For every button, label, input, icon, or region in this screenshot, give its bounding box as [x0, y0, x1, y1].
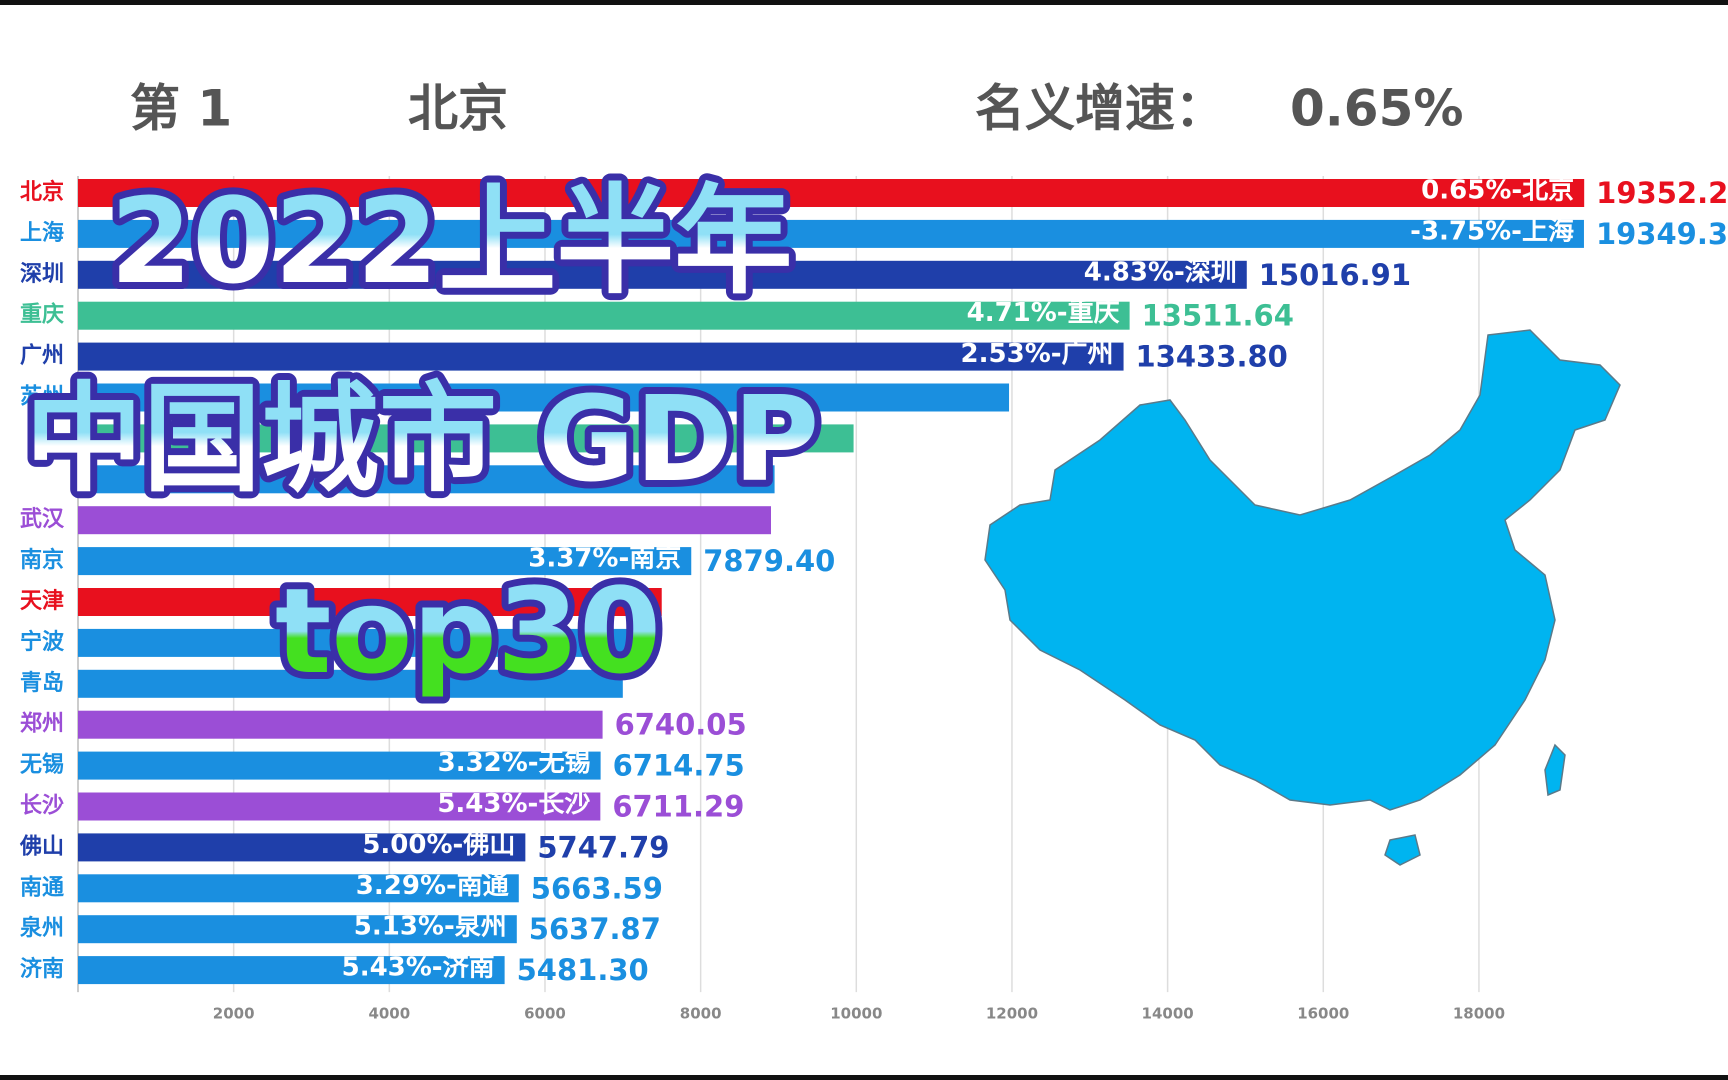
category-label: 南京: [20, 547, 64, 573]
bar: [78, 751, 601, 780]
value-label: 5747.79: [537, 830, 669, 864]
category-label: 无锡: [20, 753, 64, 778]
growth-label: 3.32%-无锡: [438, 748, 591, 778]
bar: [78, 628, 639, 657]
growth-label: 2.53%-广州: [961, 339, 1114, 369]
bar: [78, 874, 519, 903]
bar: [78, 383, 1010, 412]
category-label: 南通: [20, 875, 64, 900]
bar: [78, 219, 1584, 248]
category-label: 长沙: [20, 794, 64, 819]
growth-label: 5.00%-佛山: [362, 830, 515, 860]
bar: [78, 915, 517, 944]
category-label: 北京: [20, 179, 64, 205]
x-tick-label: 6000: [524, 1005, 566, 1023]
bar: [78, 710, 603, 739]
growth-label: 5.43%-济南: [342, 953, 495, 983]
category-label: 宁波: [20, 629, 65, 655]
value-label: 5663.59: [531, 871, 663, 905]
city: 北京: [408, 80, 508, 138]
category-label: 青岛: [20, 670, 64, 696]
growth-label: -3.75%-上海: [1410, 216, 1574, 246]
value-label: 19349.31: [1596, 217, 1728, 251]
bar: [78, 506, 771, 535]
value-label: 19352.20: [1596, 176, 1728, 210]
bar: [78, 342, 1124, 371]
bottom-border: [0, 1075, 1728, 1080]
growth-caption: 名义增速：: [975, 80, 1225, 138]
category-label: 苏州: [20, 384, 64, 410]
bar: [78, 179, 1585, 207]
growth: 0.65%: [1290, 80, 1463, 138]
category-label: 佛山: [19, 834, 64, 859]
bar: [78, 465, 775, 494]
bar: [78, 956, 505, 985]
overlay-line3: top30: [275, 562, 661, 700]
x-tick-label: 10000: [830, 1005, 882, 1023]
bar: [78, 301, 1130, 330]
x-tick-label: 8000: [680, 1005, 722, 1023]
china-map: [984, 329, 1621, 811]
growth-label: 4.71%-重庆: [967, 297, 1120, 328]
category-label: 武汉: [20, 507, 65, 532]
value-label: 6740.05: [615, 708, 747, 742]
bar: [78, 792, 601, 821]
growth-label: 4.83%-深圳: [1084, 257, 1237, 287]
category-label: 广州: [20, 343, 64, 369]
value-label: 15016.91: [1259, 258, 1411, 292]
category-label: 郑州: [20, 712, 64, 737]
category-label: 上海: [20, 220, 64, 246]
category-label: 深圳: [20, 262, 64, 287]
category-label: 重庆: [20, 302, 64, 328]
top-border: [0, 0, 1728, 5]
x-tick-label: 18000: [1453, 1005, 1505, 1023]
x-tick-label: 14000: [1142, 1005, 1194, 1023]
growth-label: 3.29%-南通: [356, 871, 509, 901]
value-label: 13511.64: [1142, 299, 1294, 333]
growth-label: 5.13%-泉州: [354, 911, 507, 942]
x-tick-label: 2000: [213, 1005, 255, 1023]
growth-label: 3.37%-南京: [528, 543, 681, 574]
value-label: 13433.80: [1136, 340, 1288, 374]
x-tick-label: 4000: [368, 1005, 410, 1023]
growth-label: 5.43%-长沙: [437, 789, 590, 819]
bar: [78, 669, 623, 698]
x-tick-label: 12000: [986, 1005, 1038, 1023]
overlay-line2: 中国城市 GDP: [25, 370, 819, 508]
value-label: 6711.29: [612, 790, 744, 824]
value-label: 7879.40: [703, 544, 835, 578]
value-label: 5481.30: [517, 953, 649, 987]
bar: [78, 260, 1247, 289]
x-tick-label: 16000: [1297, 1005, 1349, 1023]
taiwan: [1544, 743, 1566, 797]
overlay-line1: 2022上半年: [110, 172, 792, 310]
hainan: [1384, 834, 1421, 866]
value-label: 5637.87: [529, 912, 661, 946]
category-label: 泉州: [20, 915, 64, 941]
bar: [78, 588, 662, 616]
bar: [78, 547, 692, 576]
bar: [78, 424, 854, 453]
category-label: 天津: [20, 588, 64, 614]
rank: 第 1: [130, 80, 232, 138]
category-label: 济南: [20, 956, 64, 982]
growth-label: 0.65%-北京: [1421, 175, 1574, 206]
value-label: 6714.75: [613, 749, 745, 783]
bar: [78, 833, 526, 862]
